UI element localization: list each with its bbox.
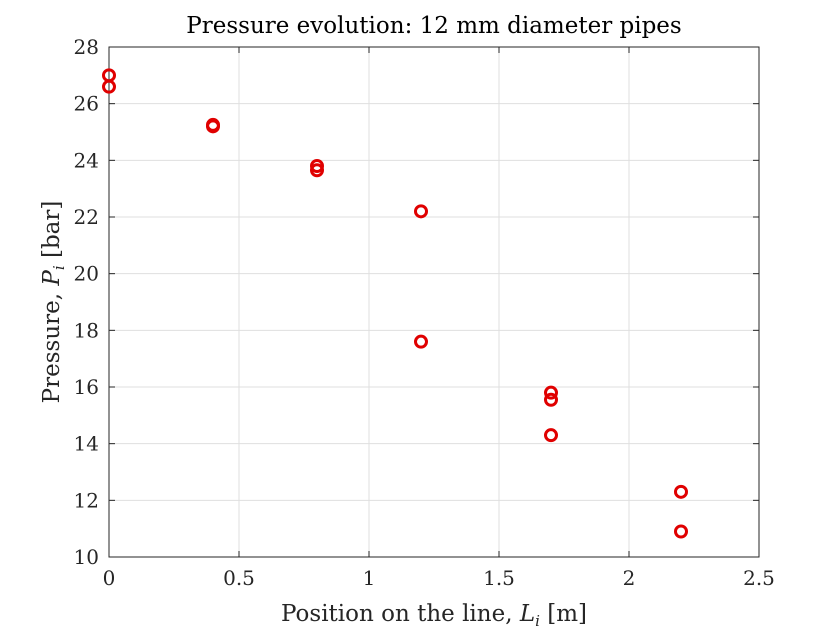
y-tick-label: 10 bbox=[74, 545, 99, 569]
data-point bbox=[674, 524, 688, 539]
x-tick-label: 1 bbox=[363, 566, 376, 590]
plot-frame bbox=[108, 46, 760, 558]
data-point bbox=[544, 385, 558, 400]
y-axis-title-text: Pressure, bbox=[39, 286, 65, 404]
x-tick-label: 2.5 bbox=[743, 566, 775, 590]
x-axis-title: Position on the line, Li [m] bbox=[281, 601, 587, 630]
y-tick-label: 18 bbox=[74, 318, 99, 342]
y-tick-label: 28 bbox=[74, 35, 99, 59]
x-axis-title-var: L bbox=[519, 601, 535, 627]
data-point bbox=[414, 334, 428, 349]
y-tick-label: 22 bbox=[74, 205, 99, 229]
x-axis-title-unit: [m] bbox=[540, 601, 587, 627]
y-tick-label: 16 bbox=[74, 375, 99, 399]
x-tick-label: 0 bbox=[103, 566, 116, 590]
x-tick-label: 1.5 bbox=[483, 566, 515, 590]
tick-labels: 0 0.5 1 1.5 2 2.5 10 12 14 16 18 20 22 24 26 28 bbox=[74, 35, 775, 590]
data-point bbox=[310, 163, 324, 178]
data-point bbox=[674, 484, 688, 499]
chart-title: Pressure evolution: 12 mm diameter pipes bbox=[186, 13, 681, 39]
data-point bbox=[102, 79, 116, 94]
y-tick-label: 26 bbox=[74, 92, 99, 116]
data-points bbox=[102, 68, 688, 539]
axis-ticks bbox=[108, 46, 760, 558]
y-tick-label: 20 bbox=[74, 262, 99, 286]
y-axis-title-unit: [bar] bbox=[39, 201, 65, 266]
y-axis-title: Pressure, Pi [bar] bbox=[39, 201, 68, 404]
x-tick-label: 0.5 bbox=[223, 566, 255, 590]
y-axis-title-sub: i bbox=[50, 265, 68, 270]
data-point bbox=[206, 119, 220, 134]
x-tick-label: 2 bbox=[623, 566, 636, 590]
data-point bbox=[544, 392, 558, 407]
y-tick-label: 14 bbox=[74, 432, 99, 456]
y-axis-title-var: P bbox=[39, 270, 65, 287]
y-tick-label: 12 bbox=[74, 488, 99, 512]
x-axis-title-sub: i bbox=[535, 612, 540, 630]
data-point bbox=[414, 204, 428, 219]
data-point bbox=[544, 428, 558, 443]
x-axis-title-text: Position on the line, bbox=[281, 601, 520, 627]
y-tick-label: 24 bbox=[74, 148, 99, 172]
